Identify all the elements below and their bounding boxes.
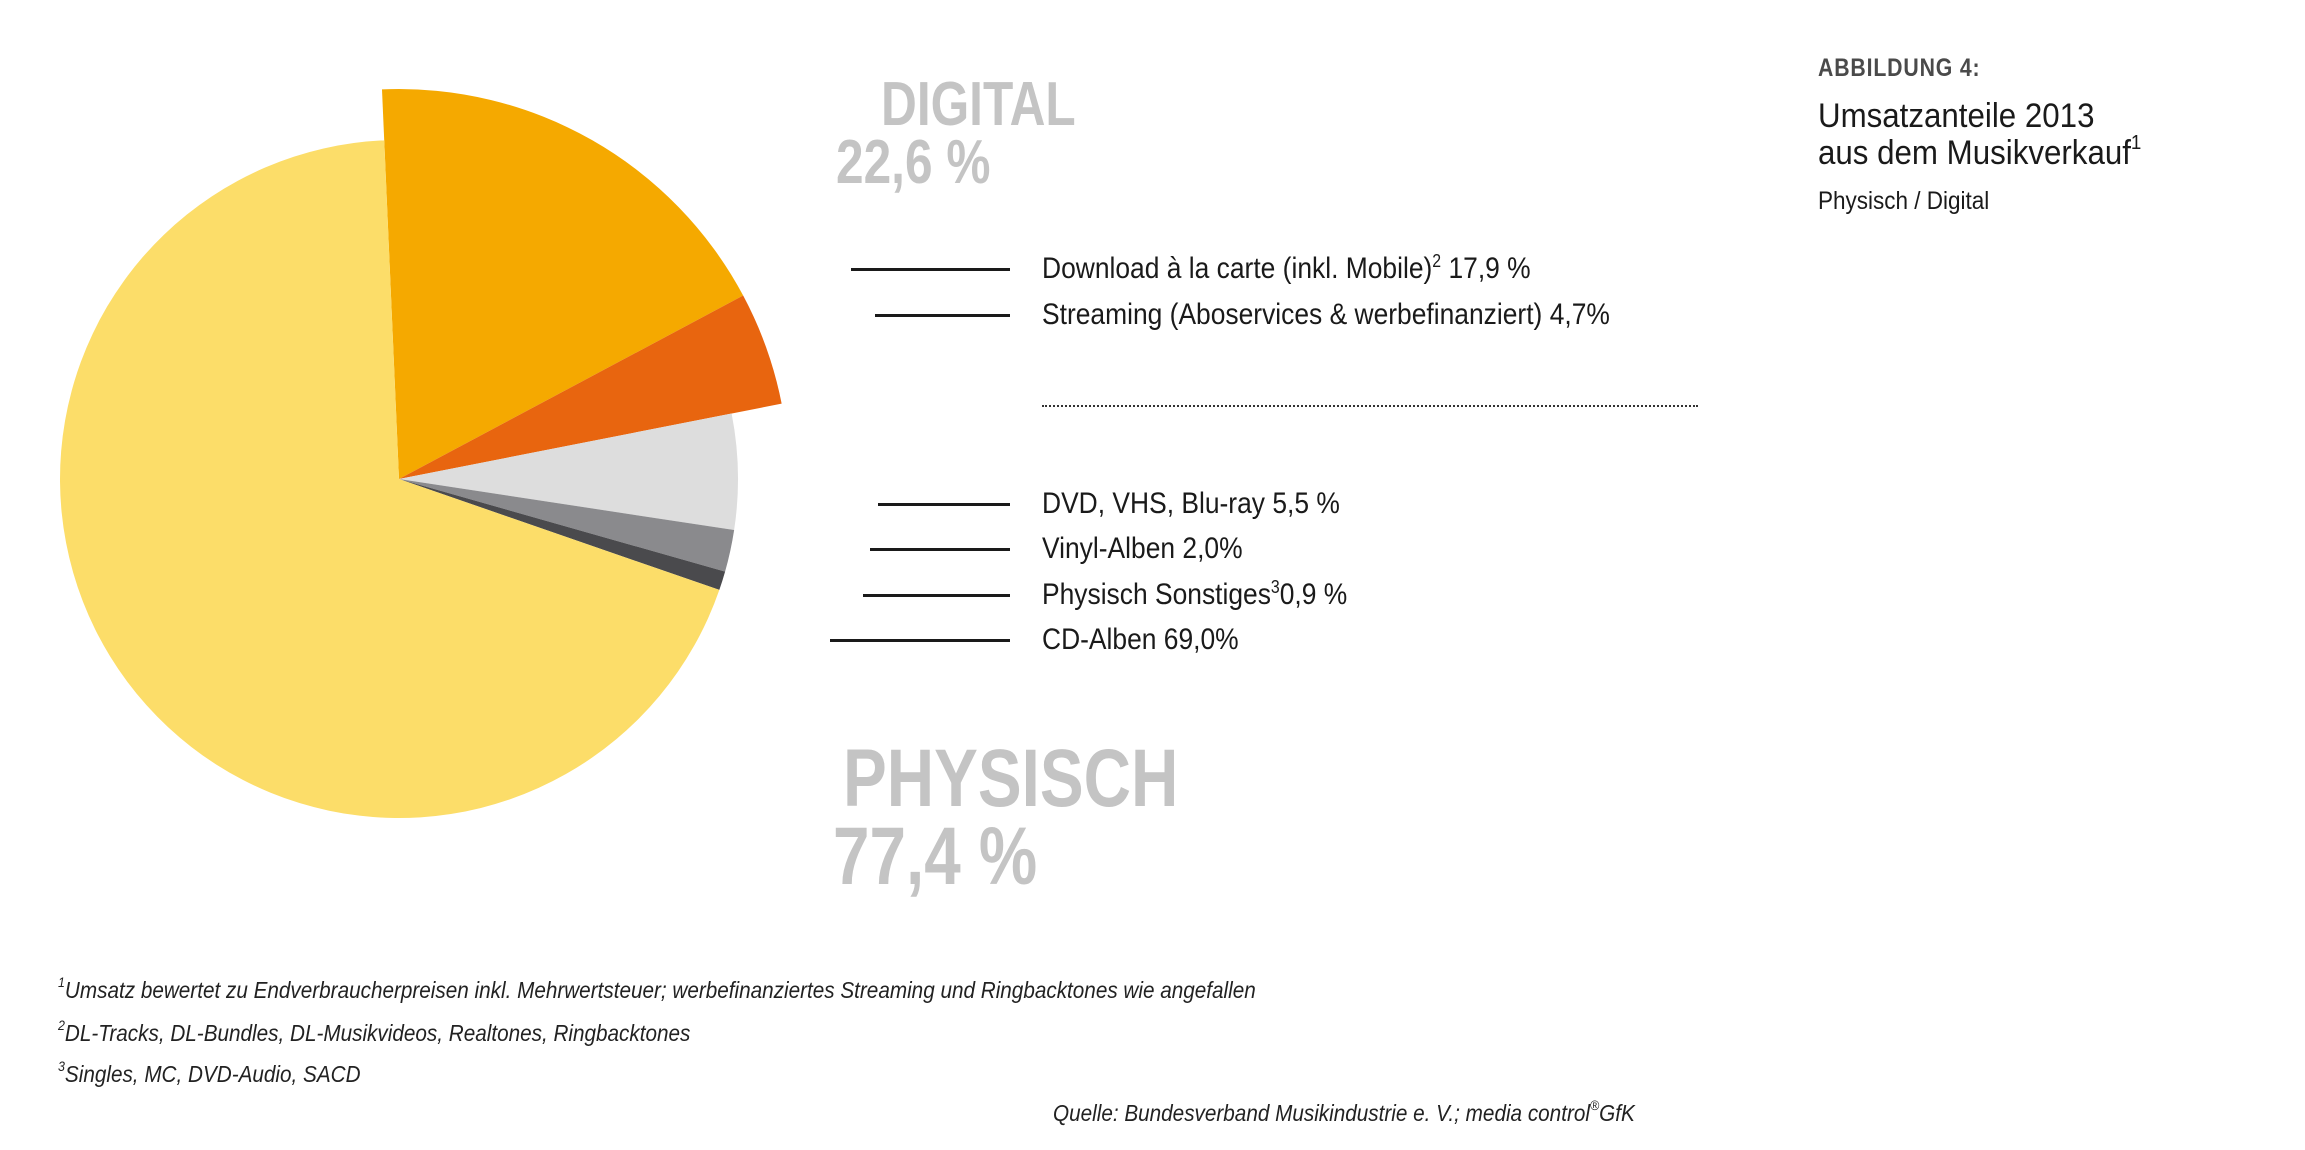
footnote-text: Singles, MC, DVD-Audio, SACD	[64, 1061, 361, 1087]
legend-label: Streaming (Aboservices & werbefinanziert…	[1042, 298, 1543, 331]
physisch-group-value: 77,4 %	[833, 811, 1038, 902]
legend-leader-line	[870, 548, 1010, 551]
footnote-2: 2DL-Tracks, DL-Bundles, DL-Musikvideos, …	[58, 1018, 691, 1047]
pie-slice-physisch-sonstiges	[399, 479, 726, 590]
legend-value: 2,0%	[1182, 532, 1243, 565]
pie-slice-dvd-vhs-blu-ray	[399, 413, 738, 531]
chart-title-line2: aus dem Musikverkauf1	[1818, 132, 2142, 173]
pie-slice-streaming-aboservices-werbefinanziert	[399, 295, 782, 479]
legend-item-dvd: DVD, VHS, Blu-ray 5,5 %	[1042, 489, 1340, 519]
physisch-group-label: PHYSISCH	[843, 733, 1179, 824]
legend-item-sonstiges: Physisch Sonstiges30,9 %	[1042, 577, 1348, 611]
legend-item-streaming: Streaming (Aboservices & werbefinanziert…	[1042, 300, 1610, 330]
title-text: aus dem Musikverkauf	[1818, 134, 2131, 172]
digital-group-label: DIGITAL	[881, 70, 1076, 139]
group-divider	[1042, 405, 1698, 407]
footnote-ref: 3	[1270, 577, 1280, 597]
pie-slice-download-la-carte-inkl-mobile	[381, 89, 744, 479]
source-text-tail: GfK	[1599, 1100, 1635, 1126]
registered-mark: ®	[1589, 1098, 1600, 1113]
legend-label: CD-Alben	[1042, 623, 1157, 656]
source-note: Quelle: Bundesverband Musikindustrie e. …	[1053, 1098, 1635, 1127]
legend-item-download: Download à la carte (inkl. Mobile)2 17,9…	[1042, 251, 1531, 285]
legend-item-vinyl: Vinyl-Alben 2,0%	[1042, 534, 1243, 564]
legend-leader-line	[875, 314, 1010, 317]
footnote-ref: 2	[1432, 251, 1442, 271]
footnote-number: 2	[58, 1018, 65, 1033]
legend-item-cd: CD-Alben 69,0%	[1042, 625, 1239, 655]
footnote-number: 3	[58, 1059, 65, 1074]
footnote-text: DL-Tracks, DL-Bundles, DL-Musikvideos, R…	[64, 1020, 691, 1046]
figure-label: ABBILDUNG 4:	[1818, 54, 1981, 82]
footnote-text: Umsatz bewertet zu Endverbraucherpreisen…	[64, 977, 1256, 1003]
digital-group-value: 22,6 %	[836, 128, 991, 197]
legend-leader-line	[863, 594, 1010, 597]
footnote-ref: 1	[2130, 132, 2142, 154]
legend-label: Physisch Sonstiges	[1042, 578, 1271, 611]
legend-leader-line	[830, 639, 1010, 642]
pie-chart	[60, 89, 782, 819]
chart-subtitle: Physisch / Digital	[1818, 187, 1990, 215]
legend-value: 0,9 %	[1279, 578, 1348, 611]
legend-label: Vinyl-Alben	[1042, 532, 1176, 565]
chart-title-line1: Umsatzanteile 2013	[1818, 97, 2095, 135]
pie-slice-vinyl-alben	[399, 479, 735, 572]
legend-value: 4,7%	[1549, 298, 1610, 331]
footnote-1: 1Umsatz bewertet zu Endverbraucherpreise…	[58, 975, 1256, 1004]
legend-value: 17,9 %	[1448, 252, 1531, 285]
source-text: Quelle: Bundesverband Musikindustrie e. …	[1053, 1100, 1590, 1126]
legend-label: DVD, VHS, Blu-ray	[1042, 487, 1265, 520]
pie-slice-cd-alben	[60, 140, 720, 819]
footnote-3: 3Singles, MC, DVD-Audio, SACD	[58, 1059, 361, 1088]
legend-leader-line	[851, 268, 1010, 271]
footnote-number: 1	[58, 975, 65, 990]
legend-value: 69,0%	[1163, 623, 1239, 656]
legend-value: 5,5 %	[1272, 487, 1340, 520]
legend-label: Download à la carte (inkl. Mobile)	[1042, 252, 1433, 285]
legend-leader-line	[878, 503, 1010, 506]
